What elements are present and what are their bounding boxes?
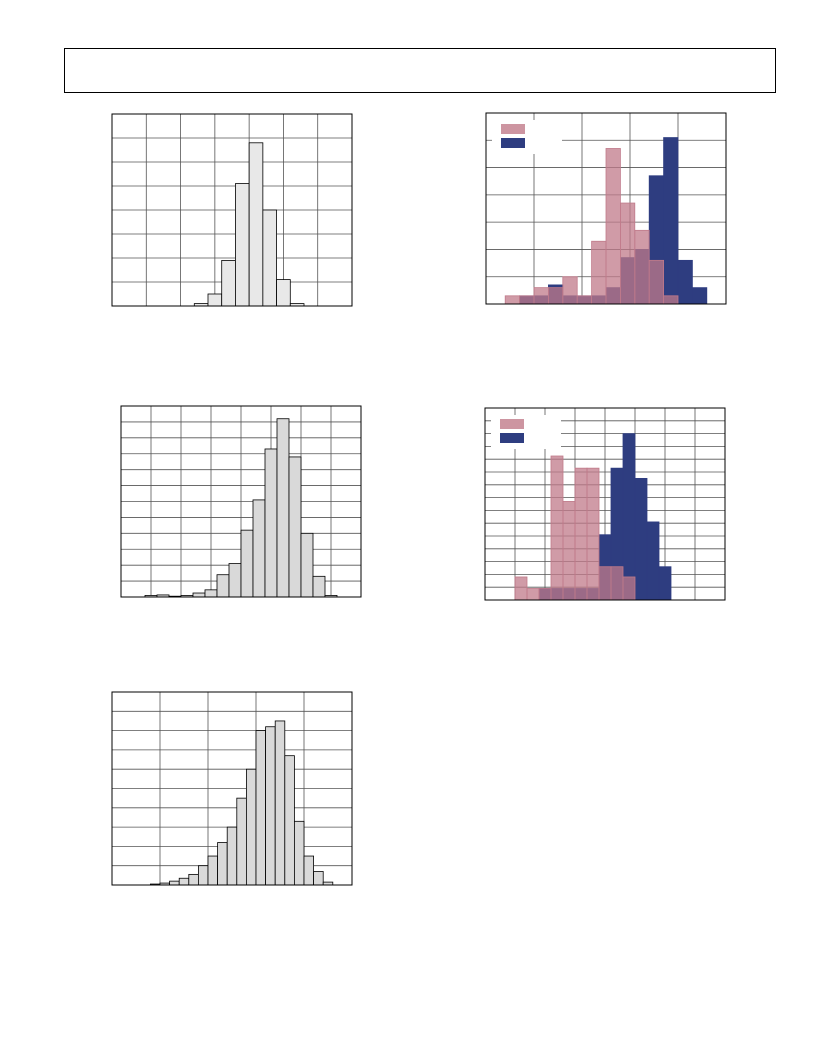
bar (550, 455, 564, 601)
plot-frame (111, 691, 353, 886)
bar (276, 279, 291, 307)
bar (622, 433, 636, 601)
bar (178, 877, 190, 886)
bar (236, 797, 247, 886)
bar (207, 855, 219, 886)
plot-frame (111, 113, 353, 307)
bar (663, 137, 679, 305)
bar (538, 588, 552, 601)
bar (519, 295, 535, 305)
chart (111, 691, 353, 886)
bar (235, 183, 250, 307)
bar (226, 826, 238, 886)
bar (265, 726, 276, 886)
bar (677, 259, 693, 305)
chart (485, 112, 727, 305)
bar (514, 576, 528, 601)
plot-frame (120, 405, 362, 598)
bar (288, 456, 302, 598)
chart (111, 113, 353, 307)
bar (526, 588, 540, 601)
bar (284, 755, 295, 886)
bar (605, 148, 621, 305)
bar (262, 209, 277, 307)
bar (197, 865, 209, 886)
bar (264, 448, 278, 598)
legend-swatch (501, 124, 525, 134)
bar (188, 873, 199, 886)
bar (293, 820, 305, 886)
bar (648, 259, 665, 305)
bar (221, 259, 236, 307)
bar (622, 576, 636, 601)
bar (658, 566, 672, 601)
legend-swatch (501, 138, 525, 148)
bar (610, 566, 624, 601)
legend-swatch (500, 433, 524, 443)
header-box (64, 48, 776, 93)
chart (120, 405, 362, 598)
bar (169, 880, 180, 886)
bar (646, 521, 660, 601)
bar (300, 532, 314, 598)
bar (576, 295, 593, 305)
bar (252, 499, 266, 598)
bar (663, 295, 679, 305)
bar (504, 295, 521, 305)
bar (562, 276, 578, 305)
legend-swatch (500, 419, 524, 429)
chart (484, 407, 726, 601)
bar (574, 467, 588, 601)
bar (276, 418, 290, 598)
plot-frame (484, 407, 726, 601)
bar (255, 730, 267, 886)
bar (586, 467, 600, 601)
bar (562, 501, 576, 601)
bar (303, 855, 315, 886)
bar (313, 871, 324, 886)
bar (192, 592, 206, 598)
bar (228, 563, 242, 598)
bar (598, 566, 612, 601)
bar (207, 293, 223, 307)
bar (620, 202, 636, 305)
bar (204, 589, 218, 598)
bar (274, 720, 286, 886)
plot-frame (485, 112, 727, 305)
bar (548, 287, 564, 305)
bar (692, 287, 708, 305)
bar (591, 240, 607, 305)
bar (240, 529, 254, 598)
bar (217, 842, 228, 886)
bar (634, 229, 650, 305)
bar (245, 768, 257, 886)
bar (248, 142, 264, 307)
bar (533, 287, 549, 305)
bar (216, 574, 230, 598)
bar (312, 575, 326, 598)
bar (634, 477, 648, 601)
